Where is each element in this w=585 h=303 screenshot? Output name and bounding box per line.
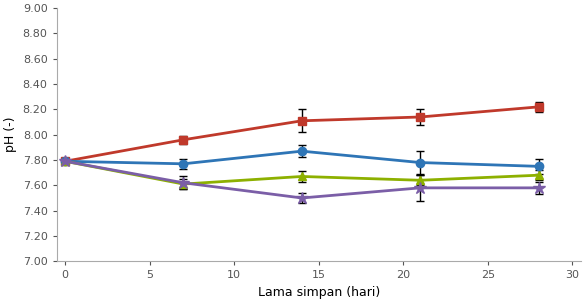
X-axis label: Lama simpan (hari): Lama simpan (hari): [257, 286, 380, 299]
Y-axis label: pH (-): pH (-): [4, 117, 17, 152]
